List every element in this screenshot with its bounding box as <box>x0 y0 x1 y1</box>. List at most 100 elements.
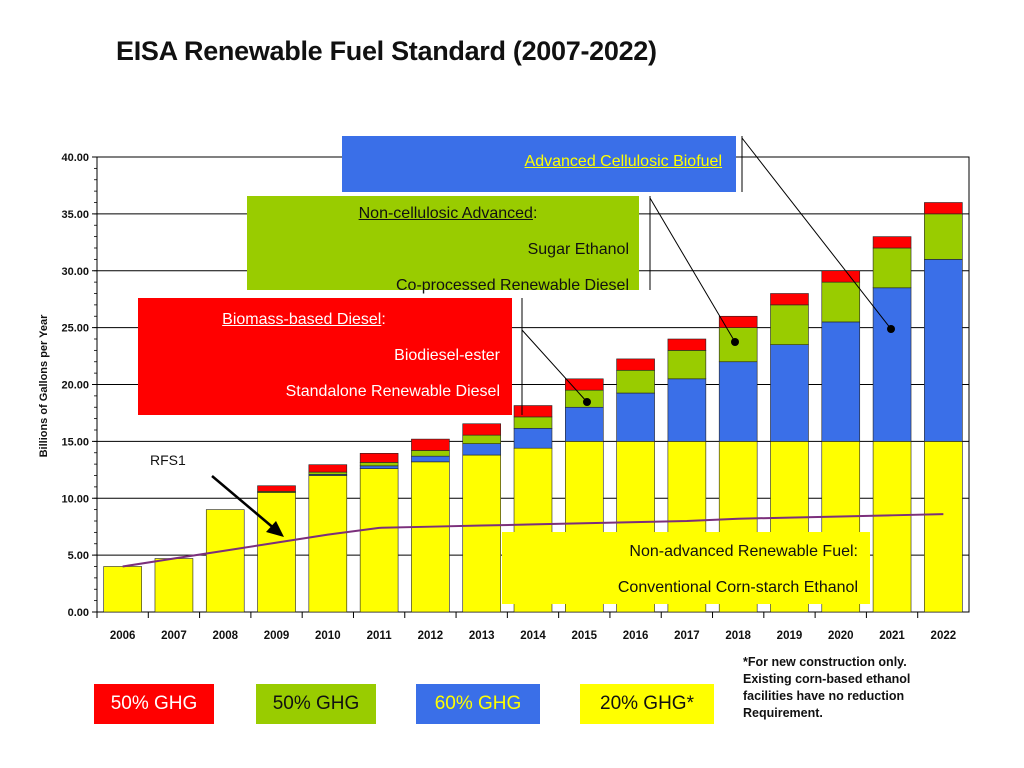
bar-advanced-2020 <box>821 281 861 323</box>
bar-biomass-2019 <box>770 293 809 306</box>
bar-conventional-2022 <box>924 441 963 613</box>
footnote: *For new construction only. Existing cor… <box>743 654 963 722</box>
callout-advanced: Non-cellulosic Advanced: Sugar Ethanol C… <box>247 196 639 294</box>
legend-advanced: 50% GHG <box>256 684 376 724</box>
y-tick-label: 40.00 <box>61 152 89 164</box>
legend-biomass-label: 50% GHG <box>110 693 198 714</box>
x-tick-label: 2011 <box>367 630 393 642</box>
x-tick-label: 2018 <box>725 630 751 642</box>
x-tick-label: 2016 <box>623 630 649 642</box>
callout-conventional-line1: Non-advanced Renewable Fuel: <box>629 543 858 560</box>
footnote-line4: Requirement. <box>743 706 823 720</box>
bar-advanced-2022 <box>924 213 963 260</box>
callout-advanced-title: Non-cellulosic Advanced <box>358 205 533 222</box>
rfs1-arrow <box>211 475 277 531</box>
bar-biomass-2016 <box>616 358 655 371</box>
y-tick-label: 20.00 <box>61 380 89 392</box>
bar-conventional-2021 <box>872 441 912 613</box>
x-tick-label: 2008 <box>212 630 238 642</box>
pointer-dot-biomass <box>583 398 591 406</box>
bar-biomass-2013 <box>462 423 501 436</box>
bar-cellulosic-2018 <box>718 361 758 442</box>
footnote-line3: facilities have no reduction <box>743 689 905 703</box>
bar-conventional-2007 <box>154 558 194 613</box>
x-tick-label: 2009 <box>264 630 290 642</box>
pointer-dot-cellulosic <box>887 325 895 333</box>
bar-cellulosic-2021 <box>872 287 912 442</box>
callout-cellulosic-title: Advanced Cellulosic Biofuel <box>524 153 722 170</box>
bar-cellulosic-2011 <box>359 465 399 469</box>
footnote-line1: *For new construction only. <box>743 655 907 669</box>
rfs1-arrowhead <box>266 521 284 537</box>
callout-biomass: Biomass-based Diesel: Biodiesel-ester St… <box>138 298 512 415</box>
pointer-advanced <box>649 197 736 343</box>
bar-cellulosic-2019 <box>770 344 809 442</box>
rfs1-line <box>122 513 944 568</box>
bar-biomass-2020 <box>821 270 861 283</box>
bar-cellulosic-2016 <box>616 392 655 442</box>
legend-conventional-label: 20% GHG* <box>600 693 694 714</box>
bar-advanced-2017 <box>667 350 707 380</box>
x-tick-label: 2014 <box>520 630 546 642</box>
callout-biomass-line1: Biodiesel-ester <box>394 347 500 364</box>
bar-biomass-2010 <box>308 464 348 473</box>
page-title: EISA Renewable Fuel Standard (2007-2022) <box>116 36 657 66</box>
bar-conventional-2013 <box>462 454 501 613</box>
callout-conventional: Non-advanced Renewable Fuel: Conventiona… <box>502 532 870 604</box>
callout-advanced-line2: Co-processed Renewable Diesel <box>395 277 629 294</box>
bar-advanced-2021 <box>872 247 912 289</box>
bar-advanced-2018 <box>718 327 758 363</box>
bar-biomass-2015 <box>565 378 604 391</box>
x-tick-label: 2012 <box>418 630 444 642</box>
bar-conventional-2009 <box>257 492 296 613</box>
x-tick-label: 2007 <box>161 630 187 642</box>
bar-advanced-2012 <box>411 450 450 457</box>
bar-biomass-2022 <box>924 202 963 215</box>
rfs1-label: RFS1 <box>150 452 186 468</box>
bar-conventional-2006 <box>103 566 142 613</box>
bar-biomass-2009 <box>257 485 296 492</box>
x-tick-label: 2019 <box>777 630 803 642</box>
x-tick-label: 2010 <box>315 630 341 642</box>
bar-cellulosic-2017 <box>667 378 707 442</box>
bar-advanced-2019 <box>770 304 809 345</box>
callout-biomass-title: Biomass-based Diesel <box>222 311 382 328</box>
x-tick-label: 2021 <box>879 630 905 642</box>
pointer-cellulosic <box>741 137 892 330</box>
y-tick-label: 5.00 <box>68 550 89 562</box>
bar-biomass-2017 <box>667 338 707 351</box>
x-tick-label: 2006 <box>110 630 136 642</box>
callout-biomass-colon: : <box>381 311 386 328</box>
bar-biomass-2021 <box>872 236 912 249</box>
bar-biomass-2011 <box>359 453 399 463</box>
bar-advanced-2011 <box>359 462 399 467</box>
x-tick-label: 2013 <box>469 630 495 642</box>
bar-cellulosic-2015 <box>565 406 604 442</box>
footnote-line2: Existing corn-based ethanol <box>743 672 911 686</box>
bar-cellulosic-2012 <box>411 455 450 463</box>
bar-conventional-2012 <box>411 461 450 613</box>
callout-cellulosic: Advanced Cellulosic Biofuel <box>342 136 736 192</box>
bar-conventional-2008 <box>205 509 245 613</box>
bar-biomass-2014 <box>513 405 553 418</box>
bar-advanced-2014 <box>513 416 553 429</box>
callout-biomass-line2: Standalone Renewable Diesel <box>285 383 500 400</box>
legend-advanced-label: 50% GHG <box>272 693 360 714</box>
callout-conventional-line2: Conventional Corn-starch Ethanol <box>617 579 858 596</box>
x-tick-label: 2022 <box>931 630 957 642</box>
bar-cellulosic-2013 <box>462 443 501 456</box>
callout-advanced-colon: : <box>532 205 538 222</box>
callout-advanced-line1: Sugar Ethanol <box>527 241 629 258</box>
bar-conventional-2011 <box>359 468 399 613</box>
bar-conventional-2010 <box>308 475 348 613</box>
legend-cellulosic: 60% GHG <box>416 684 540 724</box>
y-tick-label: 30.00 <box>61 266 89 278</box>
bar-biomass-2012 <box>411 438 450 451</box>
bar-advanced-2010 <box>308 471 348 475</box>
bar-advanced-2016 <box>616 369 655 394</box>
legend-cellulosic-label: 60% GHG <box>434 693 522 714</box>
x-tick-label: 2017 <box>674 630 700 642</box>
y-tick-label: 0.00 <box>68 607 89 619</box>
y-tick-label: 25.00 <box>61 323 89 335</box>
